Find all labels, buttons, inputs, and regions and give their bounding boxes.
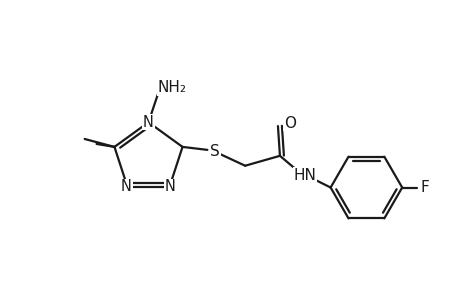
Text: F: F [420, 180, 429, 195]
Text: HN: HN [293, 168, 315, 183]
Text: S: S [210, 144, 220, 159]
Text: N: N [165, 179, 176, 194]
Text: N: N [143, 115, 154, 130]
Text: N: N [121, 179, 132, 194]
Text: O: O [283, 116, 295, 130]
Text: NH₂: NH₂ [157, 80, 186, 95]
